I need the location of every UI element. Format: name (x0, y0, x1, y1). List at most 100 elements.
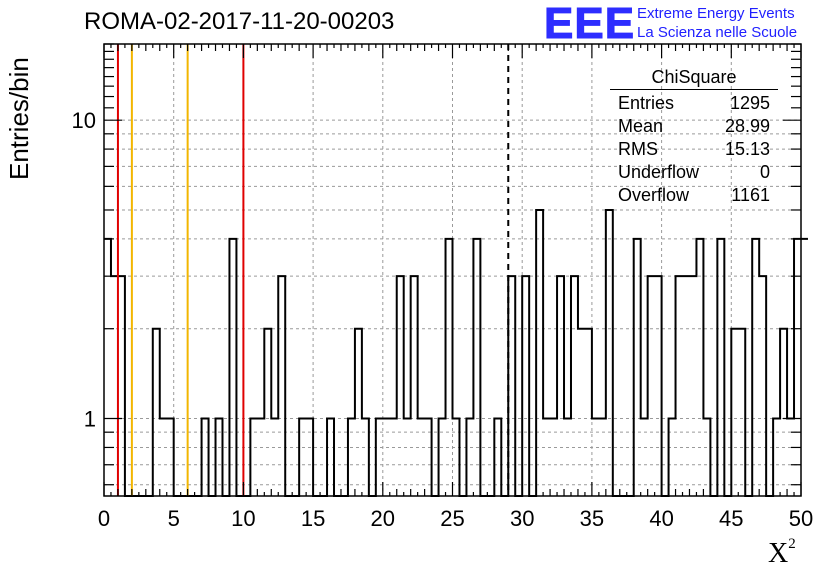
x-axis-label: X2 (768, 536, 796, 570)
x-tick-label: 35 (580, 506, 604, 531)
histogram-bin (299, 419, 306, 496)
axis-ticks: 0 5 10 15 20 25 30 35 40 45 50 1 10 (72, 43, 813, 531)
stats-label: Entries (618, 93, 675, 113)
histogram-bin (104, 239, 111, 496)
x-tick-label: 50 (789, 506, 813, 531)
histogram-bin (543, 419, 550, 496)
histogram-bin (160, 419, 167, 496)
x-tick-label: 40 (649, 506, 673, 531)
histogram-bin (794, 239, 801, 496)
stats-row: Entries 1295 (610, 92, 778, 115)
stats-row: Underflow 0 (610, 161, 778, 184)
histogram-bin (683, 276, 690, 496)
histogram-bin (439, 419, 446, 496)
histogram-bin (376, 419, 383, 496)
histogram-bin (564, 419, 571, 496)
stats-box: ChiSquare Entries 1295 Mean 28.99 RMS 15.13… (610, 66, 778, 207)
histogram-bin (536, 210, 543, 496)
histogram-bin (508, 276, 515, 496)
stats-value: 1295 (729, 93, 770, 113)
histogram-bin (473, 239, 480, 496)
histogram-bin (655, 276, 662, 496)
histogram-bin (111, 276, 118, 496)
histogram-bin (648, 276, 655, 496)
stats-row: Overflow 1161 (610, 184, 778, 207)
histogram-bin (348, 419, 355, 496)
histogram-bin (550, 419, 557, 496)
logo-line-1: Extreme Energy Events (637, 5, 795, 22)
histogram-bin (717, 239, 724, 496)
histogram-bin (425, 419, 432, 496)
histogram-bin (641, 419, 648, 496)
y-tick-label: 10 (72, 108, 96, 133)
stats-label: Overflow (618, 185, 690, 205)
stats-header: ChiSquare (610, 66, 778, 90)
stats-row: Mean 28.99 (610, 115, 778, 138)
histogram-bin (606, 210, 613, 496)
x-tick-label: 25 (440, 506, 464, 531)
stats-value: 15.13 (724, 139, 770, 159)
histogram-bin (453, 419, 460, 496)
histogram-bin (738, 329, 745, 496)
histogram-outline (104, 208, 808, 497)
histogram-bin (306, 419, 313, 496)
y-tick-label: 1 (84, 407, 96, 432)
y-axis-label: Entries/bin (4, 57, 34, 180)
histogram-bin (153, 329, 160, 496)
x-tick-label: 10 (231, 506, 255, 531)
logo-caption: Extreme Energy Events La Scienza nelle S… (637, 4, 797, 42)
histogram-bin (118, 276, 125, 496)
histogram-series (104, 208, 808, 497)
stats-value: 28.99 (724, 116, 770, 136)
x-axis-label-base: X (768, 538, 789, 569)
histogram-bin (669, 419, 676, 496)
histogram-bin (327, 419, 334, 496)
x-tick-label: 5 (168, 506, 180, 531)
histogram-bin (522, 276, 529, 496)
histogram-bin (494, 419, 501, 496)
x-tick-label: 30 (510, 506, 534, 531)
x-tick-label: 45 (719, 506, 743, 531)
histogram-bin (759, 276, 766, 496)
histogram-bin (801, 239, 808, 496)
x-tick-label: 15 (301, 506, 325, 531)
histogram-bin (557, 276, 564, 496)
histogram-bin (257, 419, 264, 496)
x-tick-label: 0 (98, 506, 110, 531)
histogram-bin (250, 419, 257, 496)
chart-title: ROMA-02-2017-11-20-00203 (84, 8, 395, 35)
logo-line-2: La Scienza nelle Scuole (637, 24, 798, 41)
eee-logo: EEE (543, 0, 636, 48)
histogram-bin (689, 276, 696, 496)
histogram-bin (578, 329, 585, 496)
histogram-bin (703, 419, 710, 496)
stats-label: Mean (618, 116, 664, 136)
stats-row: RMS 15.13 (610, 138, 778, 161)
x-tick-label: 20 (371, 506, 395, 531)
stats-value: 0 (759, 162, 770, 182)
histogram-bin (780, 329, 787, 496)
histogram-bin (390, 419, 397, 496)
histogram-bin (571, 276, 578, 496)
histogram-bin (418, 419, 425, 496)
histogram-bin (167, 419, 174, 496)
histogram-bin (271, 419, 278, 496)
x-axis-label-superscript: 2 (788, 536, 796, 552)
histogram-bin (411, 276, 418, 496)
stats-label: RMS (618, 139, 658, 159)
histogram-bin (362, 419, 369, 496)
histogram-bin (397, 276, 404, 496)
marker-lines (116, 44, 510, 496)
histogram-bin (752, 239, 759, 496)
histogram-bin (731, 329, 738, 496)
histogram-bin (355, 329, 362, 496)
histogram-bin (216, 419, 223, 496)
histogram-bin (696, 239, 703, 496)
histogram-bin (466, 419, 473, 496)
histogram-bin (229, 239, 236, 496)
histogram-bin (264, 329, 271, 496)
stats-value: 1161 (731, 185, 770, 205)
histogram-bin (634, 239, 641, 496)
histogram-bin (202, 419, 209, 496)
